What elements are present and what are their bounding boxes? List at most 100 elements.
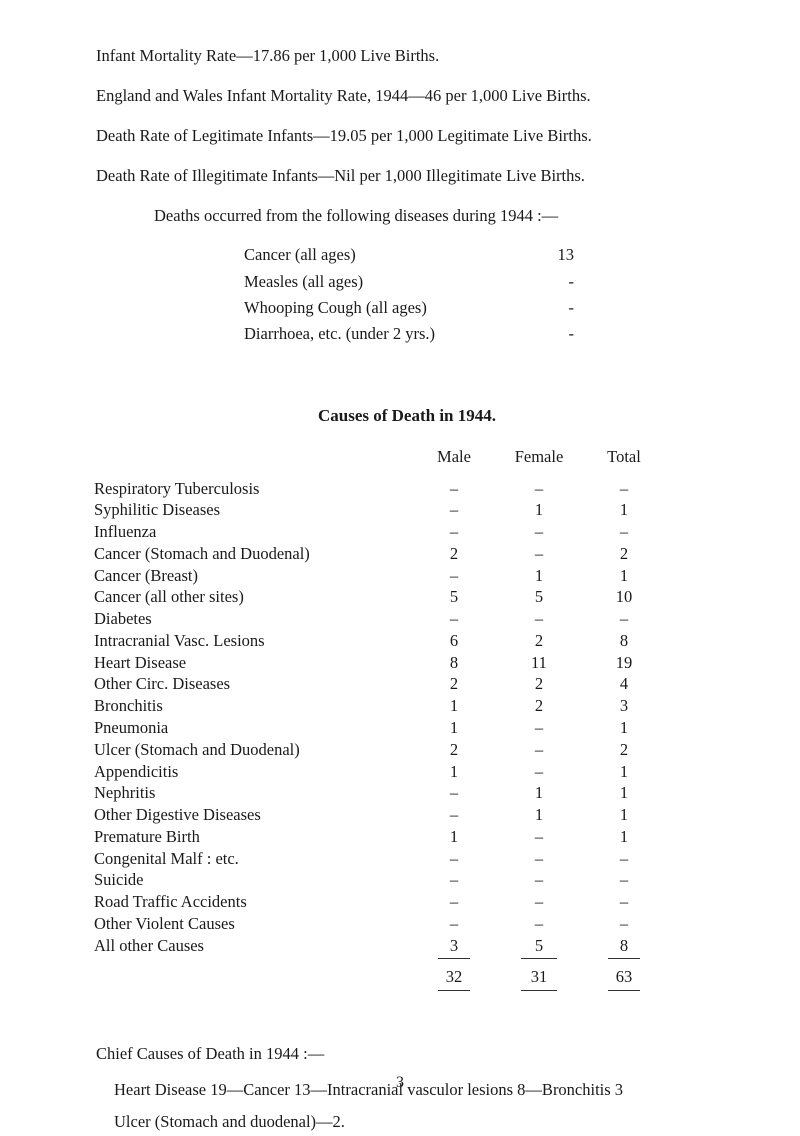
cause-name: Other Circ. Diseases [94, 673, 414, 695]
cell-total: 1 [584, 782, 664, 804]
cell-male: – [414, 499, 494, 521]
table-row: Premature Birth1–1 [94, 826, 740, 848]
cell-total: 4 [584, 673, 664, 695]
list-label: Whooping Cough (all ages) [244, 295, 534, 321]
table-row: Appendicitis1–1 [94, 761, 740, 783]
cause-name: Ulcer (Stomach and Duodenal) [94, 739, 414, 761]
table-row: Ulcer (Stomach and Duodenal)2–2 [94, 739, 740, 761]
cell-male: 1 [414, 717, 494, 739]
intro-p1: Infant Mortality Rate—17.86 per 1,000 Li… [74, 42, 740, 70]
intro-p5: Deaths occurred from the following disea… [74, 202, 740, 230]
list-value: - [534, 295, 574, 321]
table-header: Male Female Total [94, 446, 740, 468]
cell-female: 1 [494, 499, 584, 521]
section-title: Causes of Death in 1944. [74, 406, 740, 426]
total-total: 63 [584, 966, 664, 988]
cell-total: 2 [584, 739, 664, 761]
cell-female: 1 [494, 804, 584, 826]
table-row: All other Causes358 [94, 935, 740, 957]
table-row: Syphilitic Diseases–11 [94, 499, 740, 521]
table-row: Other Circ. Diseases224 [94, 673, 740, 695]
list-item: Whooping Cough (all ages) - [244, 295, 740, 321]
cell-total: – [584, 891, 664, 913]
cause-name: Other Digestive Diseases [94, 804, 414, 826]
table-row: Respiratory Tuberculosis––– [94, 478, 740, 500]
cell-female: – [494, 826, 584, 848]
cause-name: Diabetes [94, 608, 414, 630]
cause-name: Syphilitic Diseases [94, 499, 414, 521]
cell-male: – [414, 478, 494, 500]
cell-male: – [414, 804, 494, 826]
cell-total: 1 [584, 826, 664, 848]
table-row: Nephritis–11 [94, 782, 740, 804]
intro-p4: Death Rate of Illegitimate Infants—Nil p… [74, 162, 740, 190]
list-value: 13 [534, 242, 574, 268]
list-label: Cancer (all ages) [244, 242, 534, 268]
cell-male: – [414, 869, 494, 891]
table-row: Influenza––– [94, 521, 740, 543]
occurred-list: Cancer (all ages) 13 Measles (all ages) … [244, 242, 740, 348]
cause-name: Bronchitis [94, 695, 414, 717]
table-rule [94, 956, 740, 964]
cell-total: 10 [584, 586, 664, 608]
cause-name: Appendicitis [94, 761, 414, 783]
cell-total: – [584, 521, 664, 543]
cell-male: 1 [414, 695, 494, 717]
cell-male: – [414, 913, 494, 935]
list-item: Diarrhoea, etc. (under 2 yrs.) - [244, 321, 740, 347]
table-row: Cancer (Stomach and Duodenal)2–2 [94, 543, 740, 565]
cell-female: – [494, 848, 584, 870]
cause-name: Suicide [94, 869, 414, 891]
page-number: 3 [0, 1074, 800, 1092]
cause-name: Heart Disease [94, 652, 414, 674]
cause-name: Premature Birth [94, 826, 414, 848]
table-row: Other Digestive Diseases–11 [94, 804, 740, 826]
cell-female: – [494, 739, 584, 761]
cell-male: 3 [414, 935, 494, 957]
intro-p3: Death Rate of Legitimate Infants—19.05 p… [74, 122, 740, 150]
list-label: Measles (all ages) [244, 269, 534, 295]
cell-female: 2 [494, 695, 584, 717]
page: Infant Mortality Rate—17.86 per 1,000 Li… [0, 0, 800, 1116]
total-male: 32 [414, 966, 494, 988]
cell-female: 1 [494, 565, 584, 587]
cell-total: 1 [584, 804, 664, 826]
cell-total: 8 [584, 630, 664, 652]
cell-female: – [494, 717, 584, 739]
cell-male: – [414, 565, 494, 587]
cell-female: 2 [494, 673, 584, 695]
table-rule [94, 988, 740, 996]
cell-total: – [584, 848, 664, 870]
list-item: Cancer (all ages) 13 [244, 242, 740, 268]
list-item: Measles (all ages) - [244, 269, 740, 295]
table-row: Congenital Malf : etc.––– [94, 848, 740, 870]
table-row: Bronchitis123 [94, 695, 740, 717]
col-female: Female [494, 446, 584, 468]
cell-female: – [494, 913, 584, 935]
chief-heading: Chief Causes of Death in 1944 :— [74, 1040, 740, 1068]
cell-female: 5 [494, 935, 584, 957]
cell-female: 11 [494, 652, 584, 674]
cell-male: 6 [414, 630, 494, 652]
cell-total: 19 [584, 652, 664, 674]
table-row: Road Traffic Accidents––– [94, 891, 740, 913]
table-row: Heart Disease81119 [94, 652, 740, 674]
col-male: Male [414, 446, 494, 468]
cause-name: Nephritis [94, 782, 414, 804]
cell-male: – [414, 521, 494, 543]
col-total: Total [584, 446, 664, 468]
cell-male: 1 [414, 761, 494, 783]
cause-name: Cancer (all other sites) [94, 586, 414, 608]
table-row: Suicide––– [94, 869, 740, 891]
cell-total: – [584, 913, 664, 935]
cell-female: 1 [494, 782, 584, 804]
cause-name: Cancer (Breast) [94, 565, 414, 587]
cell-total: 2 [584, 543, 664, 565]
cell-total: 8 [584, 935, 664, 957]
cell-male: – [414, 848, 494, 870]
total-label [94, 966, 414, 988]
list-label: Diarrhoea, etc. (under 2 yrs.) [244, 321, 534, 347]
cell-female: – [494, 521, 584, 543]
cause-name: Congenital Malf : etc. [94, 848, 414, 870]
cell-female: – [494, 543, 584, 565]
